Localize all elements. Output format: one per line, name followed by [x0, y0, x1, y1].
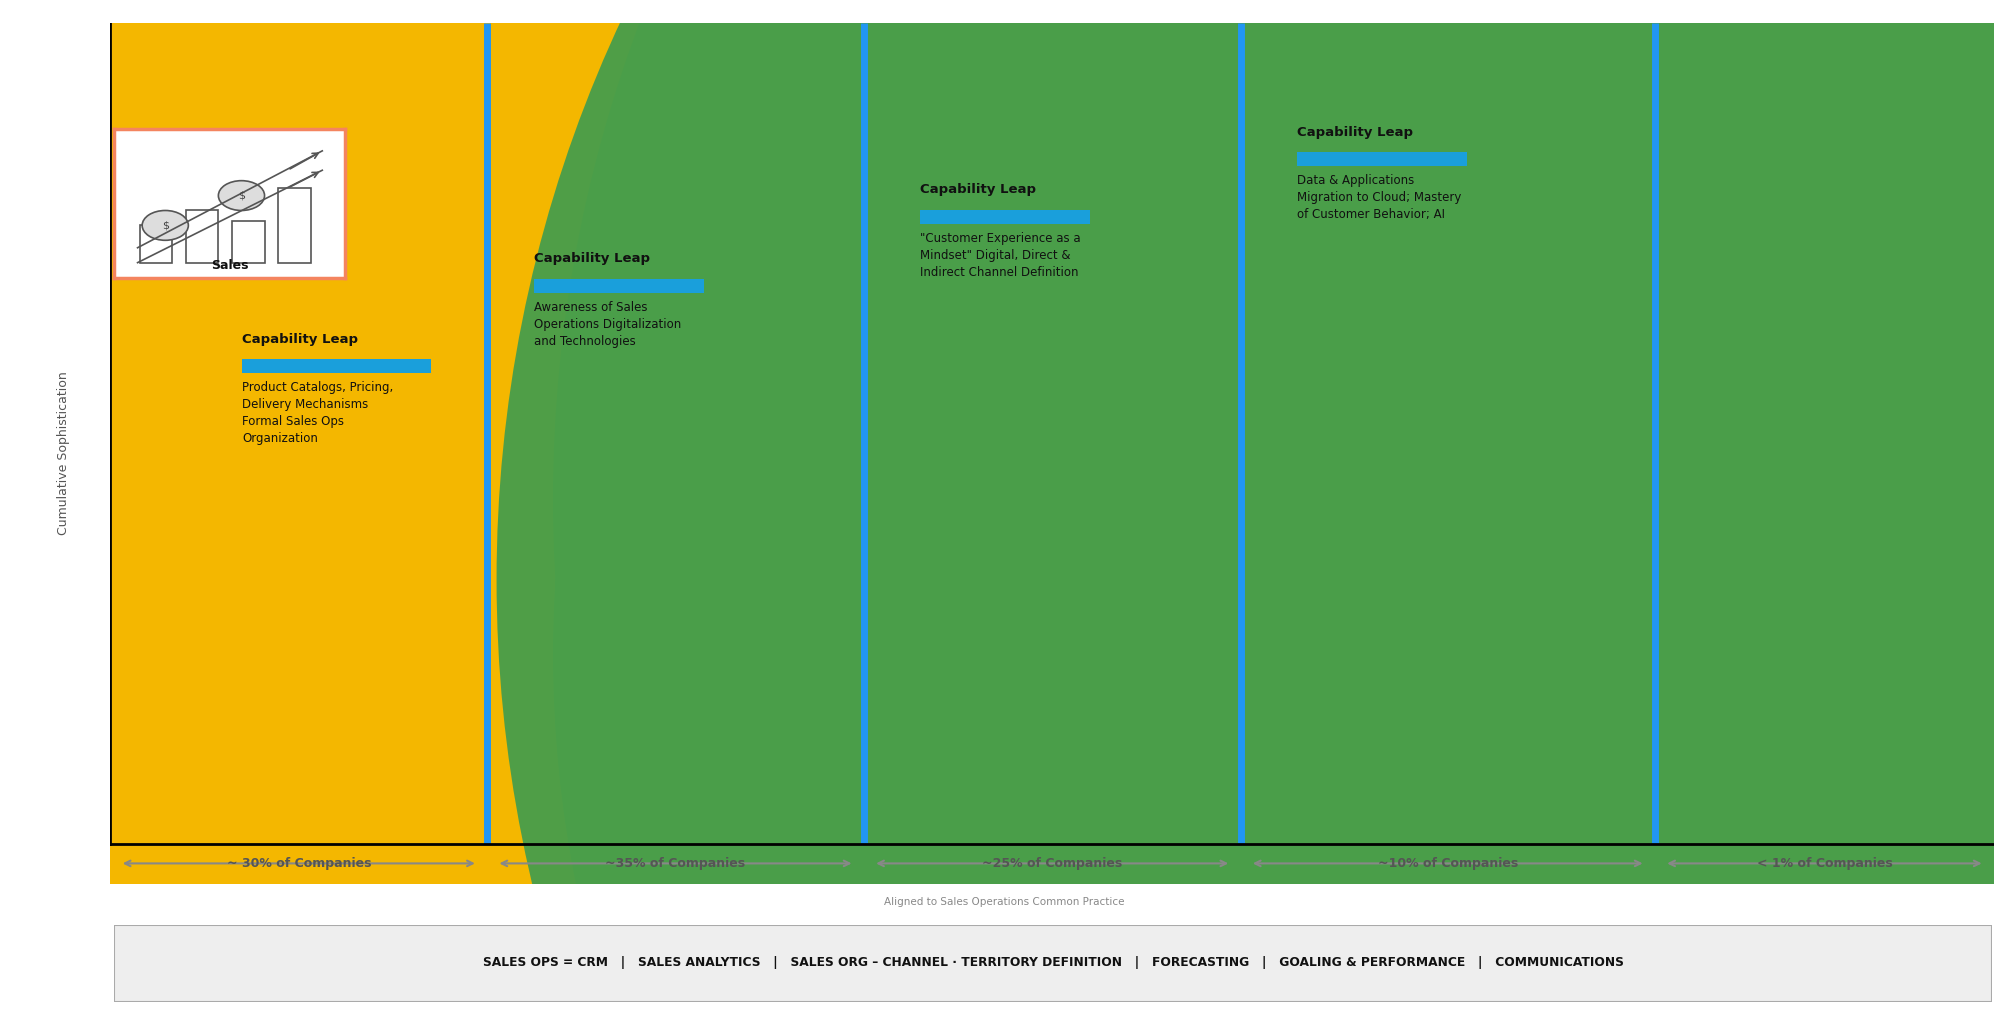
Circle shape [219, 181, 265, 211]
Bar [630, 815, 648, 884]
Text: < 1% of Companies: < 1% of Companies [1756, 857, 1891, 870]
Text: ~35% of Companies: ~35% of Companies [606, 857, 745, 870]
Bar [1885, 700, 1899, 884]
Bar [919, 210, 1090, 224]
Bar [405, 844, 421, 884]
Text: Integrated Sales Ops: Integrated Sales Ops [973, 88, 1130, 102]
Bar [472, 846, 486, 884]
Text: Product Catalogs, Pricing,
Delivery Mechanisms
Formal Sales Ops
Organization: Product Catalogs, Pricing, Delivery Mech… [243, 381, 393, 445]
Bar [1688, 746, 1706, 884]
Bar [935, 804, 951, 884]
Text: Manual, Reactive & Disparate: Manual, Reactive & Disparate [187, 88, 409, 102]
Bar [1297, 152, 1465, 167]
Bar [1224, 815, 1238, 884]
Bar [534, 279, 702, 293]
Text: Capability Leap: Capability Leap [243, 333, 357, 345]
Text: Level 4: ADVANCED: Level 4: ADVANCED [1375, 54, 1519, 68]
Bar [1270, 769, 1288, 884]
Bar [578, 833, 594, 884]
Bar [488, 23, 863, 884]
Bar [863, 23, 1240, 884]
Bar [536, 804, 554, 884]
Bar [1240, 23, 1654, 884]
Bar [243, 359, 429, 373]
Bar [369, 829, 385, 884]
Bar [895, 786, 911, 884]
Text: Level 5: CONVERGED: Level 5: CONVERGED [1746, 54, 1901, 68]
Bar [110, 23, 488, 884]
Text: Level 1: PRE-DIGITAL: Level 1: PRE-DIGITAL [221, 54, 377, 68]
Ellipse shape [0, 0, 1796, 1028]
Bar [1313, 786, 1329, 884]
Bar [1584, 746, 1598, 884]
Ellipse shape [72, 0, 2007, 1028]
Bar [716, 827, 733, 884]
Bar [387, 821, 403, 884]
Bar [110, 23, 488, 123]
Bar [1463, 780, 1479, 884]
Bar [321, 841, 337, 884]
Text: Sales: Sales [211, 259, 249, 271]
Text: "Customer Experience as a
Mindset" Digital, Direct &
Indirect Channel Definition: "Customer Experience as a Mindset" Digit… [919, 231, 1080, 279]
Bar [233, 221, 265, 262]
Bar [672, 821, 688, 884]
Bar [301, 815, 317, 884]
Ellipse shape [0, 0, 1248, 1028]
Bar [650, 793, 668, 884]
Bar [735, 841, 751, 884]
Text: Capability Leap: Capability Leap [534, 252, 650, 265]
Bar [1903, 677, 1917, 884]
Text: $: $ [163, 220, 169, 230]
Bar [1744, 746, 1760, 884]
Bar [1517, 724, 1533, 884]
Bar [1441, 769, 1459, 884]
Bar [1160, 798, 1178, 884]
Bar [279, 188, 311, 262]
Bar [1140, 758, 1158, 884]
Bar [1120, 786, 1138, 884]
Text: Lifecycle Sales Ops: Lifecycle Sales Ops [1375, 88, 1519, 102]
Bar [1818, 724, 1834, 884]
Text: $: $ [239, 190, 245, 200]
Bar [1602, 780, 1616, 884]
Text: Awareness of Sales
Operations Digitalization
and Technologies: Awareness of Sales Operations Digitaliza… [534, 300, 680, 347]
Bar [969, 769, 987, 884]
Text: ~10% of Companies: ~10% of Companies [1377, 857, 1517, 870]
Text: Level 2: BEGINNERS: Level 2: BEGINNERS [600, 54, 751, 68]
Bar [558, 827, 574, 884]
Ellipse shape [552, 0, 2007, 1028]
Bar [1943, 711, 1955, 884]
Bar [1654, 23, 1993, 884]
Bar [1798, 689, 1814, 884]
Bar [199, 852, 215, 884]
Bar [1959, 735, 1971, 884]
Bar [915, 769, 931, 884]
Text: Capability Leap: Capability Leap [1297, 126, 1413, 139]
Text: Data & Applications
Migration to Cloud; Mastery
of Customer Behavior; AI: Data & Applications Migration to Cloud; … [1297, 174, 1461, 221]
Bar [1291, 746, 1309, 884]
Bar [1838, 711, 1856, 884]
Bar [1764, 735, 1780, 884]
Text: ~25% of Companies: ~25% of Companies [981, 857, 1122, 870]
Bar [1421, 735, 1439, 884]
Bar [1240, 23, 1654, 123]
Bar [1054, 780, 1070, 884]
Bar [219, 827, 235, 884]
Ellipse shape [552, 0, 2007, 1028]
Bar [255, 836, 271, 884]
Bar [1668, 700, 1684, 884]
Bar [1010, 798, 1028, 884]
Text: Level 3: PROGRESSIVE: Level 3: PROGRESSIVE [967, 54, 1136, 68]
Bar [1537, 769, 1555, 884]
Bar [140, 225, 173, 262]
Text: ~ 30% of Companies: ~ 30% of Companies [227, 857, 371, 870]
Bar [454, 836, 468, 884]
Bar [163, 849, 179, 884]
